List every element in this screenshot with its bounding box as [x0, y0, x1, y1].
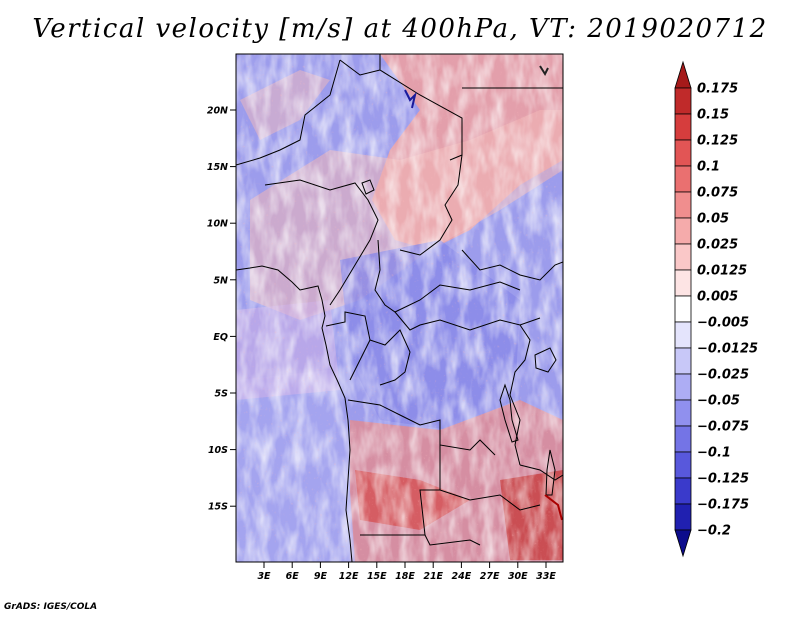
- colorbar-swatch: [674, 60, 692, 89]
- colorbar-label: 0.075: [697, 186, 738, 201]
- lon-tick-label: 12E: [339, 571, 359, 582]
- colorbar-swatch: [674, 529, 692, 558]
- border-niger-chad: [339, 59, 381, 76]
- latitude-axis: 20N 15N 10N 5N EQ 5S 10S 15S: [207, 106, 236, 513]
- colorbar-swatch: [674, 165, 692, 193]
- lon-tick-label: 9E: [314, 571, 328, 582]
- lon-tick-label: 27E: [480, 571, 500, 582]
- colorbar-label: 0.005: [697, 290, 738, 305]
- map-plot-area: [236, 54, 563, 562]
- colorbar-swatch: [674, 399, 692, 427]
- colorbar-swatch: [674, 191, 692, 219]
- colorbar-swatch: [674, 321, 692, 349]
- border-chad-sudan: [399, 154, 463, 256]
- intense-cells: [404, 65, 563, 521]
- colorbar-swatch: [674, 139, 692, 167]
- lake-victoria: [534, 347, 557, 373]
- grads-credit: GrADS: IGES/COLA: [4, 602, 98, 612]
- lake-malawi: [545, 449, 556, 496]
- border-gabon-congo: [325, 311, 371, 381]
- border-car-drc: [394, 311, 541, 331]
- map-frame: [235, 53, 564, 563]
- lon-tick-label: 21E: [423, 571, 443, 582]
- colorbar-label: 0.1: [697, 160, 720, 175]
- colorbar-label: −0.125: [697, 472, 749, 487]
- colorbar-label: 0.0125: [697, 264, 747, 279]
- border-nigeria: [264, 179, 379, 306]
- colorbar: 0.175 0.15 0.125 0.1 0.075 0.05 0.025 0.0125 0.0…: [674, 60, 758, 558]
- lake-chad: [361, 179, 375, 195]
- colorbar-label: −0.2: [697, 524, 731, 539]
- lat-tick-label: 15N: [207, 162, 228, 173]
- colorbar-label: −0.0125: [697, 342, 758, 357]
- lon-tick-label: 18E: [395, 571, 415, 582]
- border-congo-drc: [369, 329, 411, 386]
- lat-tick-label: EQ: [213, 332, 228, 343]
- field-speckle-texture: [236, 54, 563, 562]
- lon-tick-label: 33E: [536, 571, 556, 582]
- colorbar-swatch: [674, 347, 692, 375]
- colorbar-swatch: [674, 113, 692, 141]
- border-zambia-east: [439, 489, 541, 511]
- border-sudan-south: [461, 249, 563, 281]
- colorbar-label: −0.05: [697, 394, 740, 409]
- lat-tick-label: 10S: [208, 445, 228, 456]
- colorbar-swatch: [674, 373, 692, 401]
- coastline-west-africa: [236, 265, 353, 562]
- colorbar-label: −0.005: [697, 316, 749, 331]
- colorbar-label: −0.1: [697, 446, 731, 461]
- lake-tanganyika: [499, 383, 519, 443]
- border-cameroon-car: [374, 239, 521, 313]
- colorbar-label: 0.175: [697, 82, 738, 97]
- colorbar-swatch: [674, 87, 692, 115]
- lat-tick-label: 20N: [207, 106, 228, 117]
- lon-tick-label: 15E: [367, 571, 387, 582]
- colorbar-swatch: [674, 217, 692, 245]
- border-drc-angola: [347, 399, 496, 456]
- colorbar-label: 0.025: [697, 238, 738, 253]
- colorbar-swatch: [674, 477, 692, 505]
- longitude-axis: 3E 6E 9E 12E 15E 18E 21E 24E 27E 30E 33E: [257, 562, 556, 582]
- colorbar-swatch: [674, 503, 692, 531]
- colorbar-swatch: [674, 425, 692, 453]
- border-west-sahel: [236, 59, 341, 166]
- colorbar-label: 0.15: [697, 108, 729, 123]
- colorbar-swatch: [674, 295, 692, 323]
- country-borders: [236, 54, 563, 562]
- border-mozambique: [519, 464, 563, 481]
- border-namibia: [360, 534, 481, 546]
- colorbar-swatch: [674, 269, 692, 297]
- lon-tick-label: 6E: [286, 571, 300, 582]
- colorbar-label: −0.025: [697, 368, 749, 383]
- lat-tick-label: 5S: [215, 389, 229, 400]
- lat-tick-label: 15S: [208, 502, 228, 513]
- lat-tick-label: 10N: [207, 219, 228, 230]
- border-libya-chad: [379, 54, 463, 161]
- colorbar-label: 0.125: [697, 134, 738, 149]
- colorbar-label: 0.05: [697, 212, 729, 227]
- lon-tick-label: 24E: [452, 571, 472, 582]
- lon-tick-label: 3E: [257, 571, 271, 582]
- colorbar-label: −0.075: [697, 420, 749, 435]
- chart-title: Vertical velocity [m/s] at 400hPa, VT: 2…: [32, 14, 768, 44]
- lon-tick-label: 30E: [508, 571, 528, 582]
- lat-tick-label: 5N: [213, 275, 228, 286]
- colorbar-swatch: [674, 451, 692, 479]
- colorbar-swatch: [674, 243, 692, 271]
- colorbar-label: −0.175: [697, 498, 749, 513]
